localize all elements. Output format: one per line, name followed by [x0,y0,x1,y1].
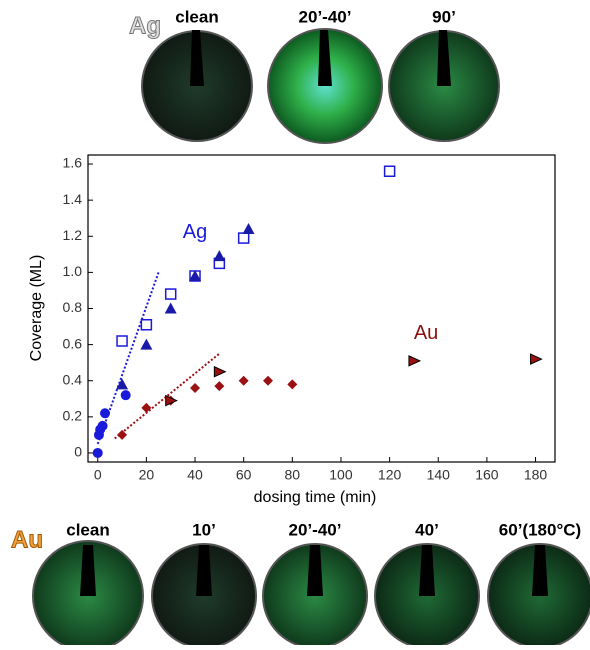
sample-holder [190,30,451,86]
top-images: Ag clean 20’-40’ 90’ [129,7,500,144]
x-tick-label: 120 [378,467,402,483]
x-tick-label: 20 [139,467,155,483]
fit-line [114,352,220,440]
marker [116,335,128,347]
image-label: 60’(180°C) [499,520,581,539]
image-label: 20’-40’ [289,520,342,539]
y-tick-label: 0.6 [63,335,83,351]
marker [242,223,255,235]
fit-line [96,272,160,445]
x-tick-label: 160 [475,467,499,483]
image-label: 40’ [415,520,439,539]
marker [97,420,108,431]
marker [530,353,543,365]
y-tick-label: 0.4 [63,371,83,387]
marker [120,390,131,401]
y-tick-label: 0.2 [63,408,83,424]
x-tick-label: 0 [94,467,102,483]
image-label: clean [175,7,218,26]
panel-label: Au [11,526,43,553]
x-tick-label: 40 [187,467,203,483]
y-tick-label: 1.2 [63,227,83,243]
marker [140,338,153,350]
x-tick-label: 60 [236,467,252,483]
marker [213,365,227,378]
annotation: Ag [183,221,207,243]
marker [190,382,201,393]
marker [117,429,128,440]
y-tick-label: 0.8 [63,299,83,315]
x-tick-label: 80 [285,467,301,483]
marker [238,375,249,386]
marker [213,250,226,262]
sample-holder [80,545,548,596]
marker [262,375,273,386]
x-tick-label: 140 [427,467,451,483]
image-label: 10’ [192,520,216,539]
marker [214,381,225,392]
marker [141,402,152,413]
image-label: 20’-40’ [299,7,352,26]
marker [287,379,298,390]
y-tick-label: 0 [74,444,82,460]
chart: dosing time (min) Coverage (ML) 0 0.2 0.4 0… [28,154,556,506]
plot-frame [87,154,556,463]
panel-label: Ag [129,12,161,39]
y-tick-label: 1.6 [63,155,83,171]
annotation: Au [414,322,438,344]
y-tick-label: 1.0 [63,263,83,279]
image-label: clean [66,520,109,539]
bottom-images: Au clean 10’ 20’-40’ 40’ 60’(180°C) [11,520,590,650]
marker [164,288,177,300]
x-tick-label: 180 [524,467,548,483]
marker [383,165,396,178]
marker [165,394,178,407]
image-label: 90’ [432,7,456,26]
marker [92,447,103,458]
marker [237,232,250,244]
y-tick-label: 1.4 [63,191,83,207]
y-axis-label: Coverage (ML) [28,255,45,362]
x-axis-label: dosing time (min) [254,489,377,506]
marker [408,355,422,367]
x-tick-label: 100 [329,467,353,483]
marker [164,302,177,314]
marker [116,378,129,390]
marker [189,269,202,281]
marker [100,408,111,419]
marker [140,319,153,331]
